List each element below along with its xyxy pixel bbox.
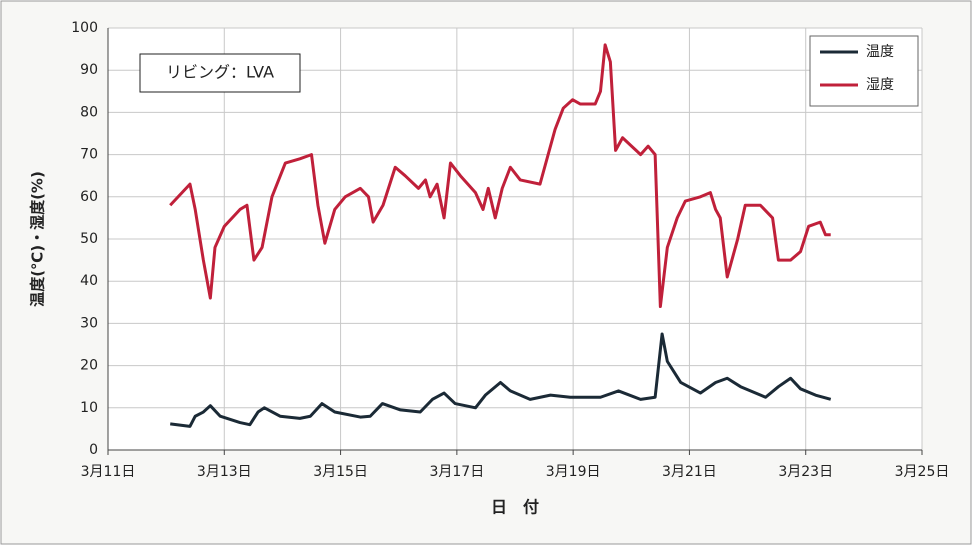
y-tick-label: 60 [80, 189, 98, 205]
y-tick-label: 90 [80, 62, 98, 78]
y-tick-label: 0 [89, 442, 98, 458]
y-tick-label: 100 [71, 20, 98, 36]
series-line [169, 43, 831, 309]
x-tick-label: 3月17日 [429, 464, 484, 480]
x-tick-label: 3月13日 [197, 464, 252, 480]
x-tick-label: 3月15日 [313, 464, 368, 480]
x-tick-label: 3月19日 [546, 464, 601, 480]
y-tick-label: 10 [80, 400, 98, 416]
legend-label: 湿度 [866, 77, 894, 93]
series-line [170, 332, 832, 428]
legend-label: 温度 [866, 44, 894, 60]
legend-box [809, 35, 919, 107]
x-tick-label: 3月11日 [81, 464, 136, 480]
grid: 0 10 20 30 40 50 60 70 80 90 100 3月11日 3月13日 3月15日 3月1… [71, 20, 949, 480]
lines [169, 43, 832, 428]
y-tick-label: 40 [80, 273, 98, 289]
annotation-box [139, 53, 301, 93]
y-tick-label: 30 [80, 315, 98, 331]
y-tick-label: 50 [80, 231, 98, 247]
x-tick-label: 3月21日 [662, 464, 717, 480]
annotation: リビング：LVA [166, 63, 274, 82]
x-tick-label: 3月25日 [895, 464, 950, 480]
y-tick-label: 70 [80, 147, 98, 163]
x-axis-label: 日 付 [491, 498, 539, 517]
y-axis-label: 温度(℃)・湿度(%) [29, 171, 47, 307]
y-tick-label: 20 [80, 358, 98, 374]
x-tick-label: 3月23日 [778, 464, 833, 480]
y-tick-label: 80 [80, 104, 98, 120]
